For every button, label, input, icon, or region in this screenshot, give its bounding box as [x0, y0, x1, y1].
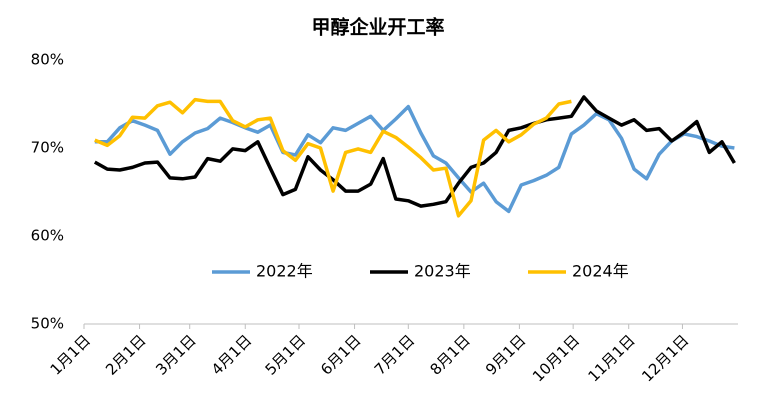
- x-tick-label: 3月1日: [152, 331, 199, 378]
- x-tick-label: 10月1日: [529, 331, 583, 385]
- x-tick-label: 9月1日: [482, 331, 529, 378]
- series-line: [93, 95, 736, 208]
- x-tick-label: 6月1日: [317, 331, 364, 378]
- legend-label: 2022年: [256, 262, 313, 281]
- legend-label: 2023年: [414, 262, 471, 281]
- series-line: [94, 97, 572, 218]
- series-line: [94, 104, 735, 214]
- y-tick-label: 70%: [31, 139, 64, 157]
- chart-title: 甲醇企业开工率: [311, 16, 444, 39]
- y-tick-label: 80%: [31, 51, 64, 69]
- x-tick-label: 4月1日: [208, 331, 255, 378]
- x-tick-label: 2月1日: [102, 331, 149, 378]
- y-tick-label: 50%: [31, 315, 64, 333]
- x-tick-label: 12月1日: [638, 331, 692, 385]
- y-tick-label: 60%: [31, 227, 64, 245]
- x-tick-label: 5月1日: [262, 331, 309, 378]
- x-tick-label: 8月1日: [426, 331, 473, 378]
- x-tick-label: 11月1日: [585, 331, 639, 385]
- x-tick-label: 7月1日: [371, 331, 418, 378]
- x-tick-label: 1月1日: [47, 331, 94, 378]
- legend-label: 2024年: [572, 262, 629, 281]
